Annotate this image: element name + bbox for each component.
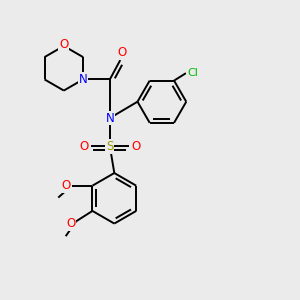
Text: O: O xyxy=(59,38,68,51)
Text: O: O xyxy=(62,179,71,192)
Text: Cl: Cl xyxy=(187,68,198,78)
Text: O: O xyxy=(117,46,126,59)
Text: N: N xyxy=(79,73,88,86)
Text: O: O xyxy=(131,140,140,153)
Text: O: O xyxy=(66,217,75,230)
Text: S: S xyxy=(106,140,113,153)
Text: O: O xyxy=(80,140,88,153)
Text: N: N xyxy=(106,112,114,124)
